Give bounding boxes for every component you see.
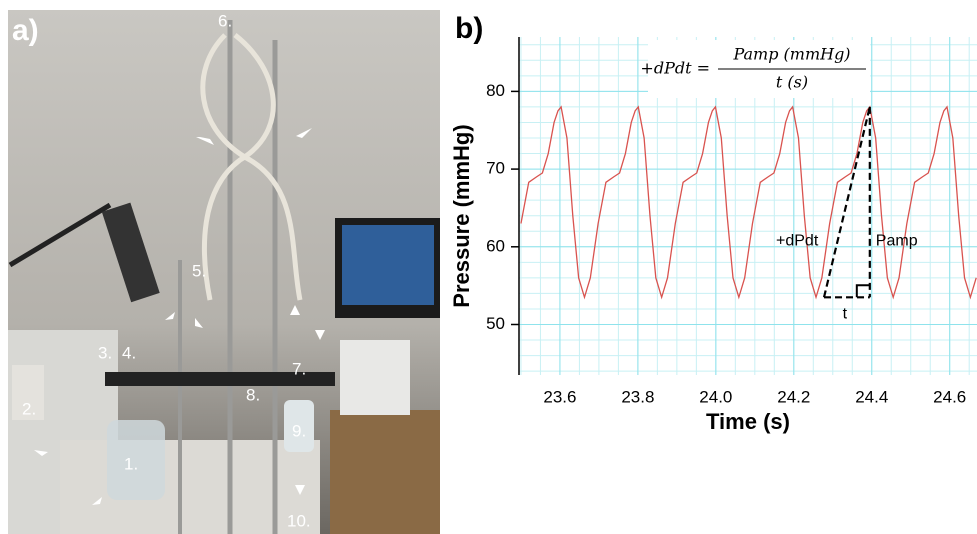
annotation: +dPdt bbox=[776, 233, 819, 250]
chart: 50 60 70 80 23.6 23.8 24.0 24.2 24.4 24.6 Pressure… bbox=[449, 37, 977, 434]
photo: 6. 5. 3. 4. 2. 1. 7. 8. 9. 10. bbox=[8, 10, 440, 534]
photo-label: 10. bbox=[287, 511, 311, 530]
x-tick-label: 24.0 bbox=[699, 387, 732, 406]
photo-label: 9. bbox=[292, 421, 306, 440]
y-tick-label: 70 bbox=[486, 159, 505, 178]
arrows bbox=[34, 128, 325, 505]
right-angle bbox=[855, 284, 870, 298]
x-tick-label: 24.6 bbox=[933, 387, 966, 406]
grid bbox=[519, 37, 977, 375]
formula: Pamp (mmHg) bbox=[732, 45, 850, 64]
photo-label: 8. bbox=[246, 385, 260, 404]
photo-label: 1. bbox=[124, 454, 138, 473]
photo-label: 5. bbox=[192, 261, 206, 280]
y-tick-label: 80 bbox=[486, 81, 505, 100]
panel-label: a) bbox=[12, 14, 39, 47]
y-axis-label: Pressure (mmHg) bbox=[449, 124, 474, 307]
x-tick-label: 23.6 bbox=[543, 387, 576, 406]
photo-label: 3. bbox=[98, 343, 112, 362]
annotation-line bbox=[822, 106, 871, 298]
line bbox=[520, 105, 977, 300]
panel-label: b) bbox=[455, 12, 483, 45]
formula: t (s) bbox=[776, 73, 808, 92]
photo-label: 4. bbox=[122, 343, 136, 362]
x-tick-label: 24.2 bbox=[777, 387, 810, 406]
photo-label: 6. bbox=[218, 11, 232, 30]
formula: +dPdt = bbox=[640, 59, 710, 78]
x-tick-label: 23.8 bbox=[621, 387, 654, 406]
x-tick-label: 24.4 bbox=[855, 387, 888, 406]
y-tick-label: 50 bbox=[486, 314, 505, 333]
annotation: t bbox=[843, 306, 848, 323]
y-tick-label: 60 bbox=[486, 236, 505, 255]
photo-label: 2. bbox=[22, 399, 36, 418]
x-axis-label: Time (s) bbox=[706, 409, 790, 434]
annotation: Pamp bbox=[876, 233, 918, 250]
photo-label: 7. bbox=[292, 359, 306, 378]
